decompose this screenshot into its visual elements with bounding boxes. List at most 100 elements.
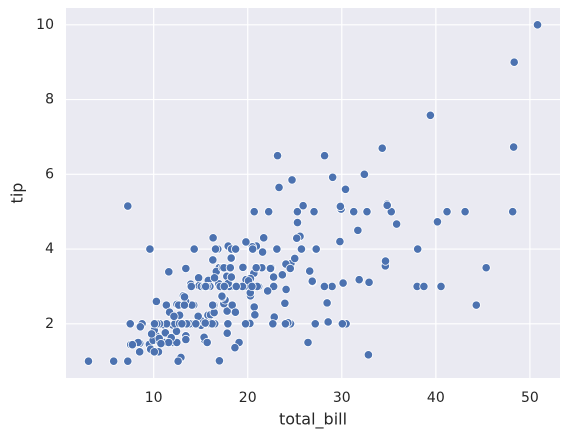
- y-tick-label: 4: [45, 241, 54, 257]
- point: [200, 318, 210, 328]
- point: [436, 281, 446, 292]
- point: [230, 343, 240, 353]
- point: [285, 263, 295, 274]
- point: [327, 281, 337, 292]
- point: [460, 207, 470, 217]
- point: [135, 347, 145, 357]
- point: [268, 319, 278, 329]
- point: [208, 255, 218, 265]
- point: [382, 200, 392, 210]
- x-tick-label: 40: [427, 390, 445, 406]
- point: [219, 281, 229, 292]
- point: [149, 347, 159, 357]
- point: [164, 267, 174, 277]
- point: [280, 298, 290, 308]
- point: [359, 169, 369, 179]
- point: [287, 175, 297, 185]
- x-tick-label: 10: [145, 390, 163, 406]
- point: [471, 300, 481, 310]
- point: [201, 281, 211, 292]
- point: [307, 276, 317, 286]
- point: [303, 337, 313, 348]
- point: [241, 237, 251, 247]
- point: [298, 201, 308, 211]
- point: [349, 207, 359, 217]
- point: [173, 356, 183, 366]
- point: [338, 278, 348, 288]
- point: [322, 298, 332, 308]
- point: [146, 329, 157, 339]
- point: [335, 236, 345, 247]
- y-tick-label: 2: [45, 316, 54, 332]
- point: [217, 291, 227, 301]
- point: [354, 275, 364, 285]
- point: [296, 244, 307, 254]
- point: [223, 319, 233, 329]
- point: [508, 207, 518, 217]
- point: [230, 307, 241, 317]
- point: [377, 143, 387, 153]
- point: [413, 244, 423, 254]
- x-tick-label: 50: [521, 390, 539, 406]
- point: [83, 356, 94, 366]
- point: [181, 263, 191, 274]
- point: [481, 263, 491, 273]
- point: [230, 244, 241, 254]
- point: [274, 182, 284, 192]
- point: [151, 296, 161, 306]
- point: [250, 310, 260, 320]
- point: [335, 201, 345, 212]
- point: [265, 263, 276, 274]
- point: [181, 334, 191, 345]
- point: [238, 262, 248, 272]
- point: [135, 322, 145, 332]
- point: [340, 184, 351, 194]
- point: [194, 273, 204, 283]
- point: [240, 319, 251, 329]
- plot-area: [66, 8, 560, 378]
- point: [290, 253, 300, 264]
- point: [305, 266, 315, 276]
- point: [125, 319, 135, 329]
- point: [292, 233, 302, 243]
- point: [191, 319, 201, 329]
- y-tick-label: 6: [45, 166, 54, 182]
- point: [208, 233, 218, 243]
- point: [323, 317, 333, 327]
- point: [277, 270, 287, 280]
- point: [328, 172, 338, 182]
- x-axis-label: total_bill: [279, 410, 347, 430]
- point: [156, 339, 166, 349]
- point: [264, 207, 274, 217]
- point: [292, 207, 302, 217]
- point: [364, 277, 374, 287]
- point: [231, 281, 241, 292]
- y-tick-label: 10: [36, 17, 54, 33]
- point: [225, 263, 235, 273]
- y-tick-label: 8: [45, 92, 54, 108]
- point: [311, 244, 321, 254]
- point: [280, 319, 291, 329]
- point: [177, 319, 187, 329]
- point: [509, 57, 519, 67]
- point: [222, 328, 232, 338]
- point: [214, 356, 225, 366]
- point: [380, 256, 391, 266]
- x-tick-label: 20: [239, 390, 257, 406]
- point: [257, 247, 268, 257]
- point: [251, 263, 261, 273]
- point: [226, 272, 236, 282]
- point: [442, 207, 452, 217]
- point: [208, 300, 218, 310]
- point: [226, 253, 236, 263]
- point: [309, 207, 319, 217]
- point: [247, 281, 257, 292]
- point: [149, 319, 160, 329]
- point: [209, 273, 220, 283]
- x-tick-label: 30: [333, 390, 351, 406]
- point: [363, 350, 374, 360]
- point: [281, 284, 291, 295]
- point: [337, 319, 347, 329]
- point: [432, 217, 443, 227]
